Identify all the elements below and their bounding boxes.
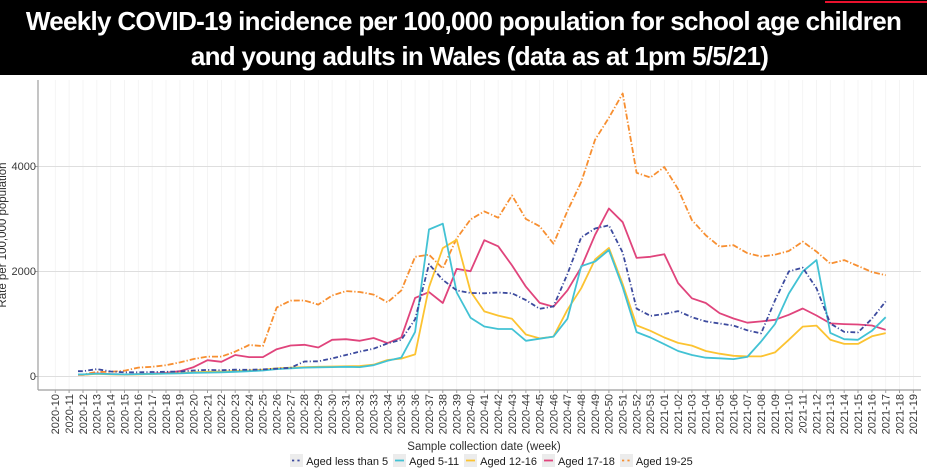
svg-text:2020-14: 2020-14 [105, 394, 117, 434]
svg-text:2020-28: 2020-28 [299, 394, 311, 434]
svg-text:2020-52: 2020-52 [631, 394, 643, 434]
svg-text:2020-23: 2020-23 [230, 394, 242, 434]
svg-text:2020-43: 2020-43 [507, 394, 519, 434]
svg-text:2021-12: 2021-12 [811, 394, 823, 434]
svg-text:2020-16: 2020-16 [133, 394, 145, 434]
svg-text:4000: 4000 [12, 161, 36, 173]
svg-text:2021-15: 2021-15 [853, 394, 865, 434]
svg-text:2021-10: 2021-10 [784, 394, 796, 434]
svg-text:2020-11: 2020-11 [64, 394, 76, 434]
svg-text:2021-01: 2021-01 [659, 394, 671, 434]
svg-text:2020-33: 2020-33 [368, 394, 380, 434]
svg-text:2020-20: 2020-20 [188, 394, 200, 434]
svg-text:2020-42: 2020-42 [493, 394, 505, 434]
svg-text:2020-46: 2020-46 [548, 394, 560, 434]
svg-text:2020-48: 2020-48 [576, 394, 588, 434]
svg-text:2020-32: 2020-32 [355, 394, 367, 434]
svg-text:2020-37: 2020-37 [424, 394, 436, 434]
svg-text:2020-44: 2020-44 [521, 394, 533, 434]
svg-text:2020-17: 2020-17 [147, 394, 159, 434]
svg-text:2020-47: 2020-47 [562, 394, 574, 434]
svg-text:2020-29: 2020-29 [313, 394, 325, 434]
svg-text:2020-25: 2020-25 [258, 394, 270, 434]
svg-text:2020-51: 2020-51 [617, 394, 629, 434]
svg-text:2020-31: 2020-31 [341, 394, 353, 434]
svg-text:2020-38: 2020-38 [438, 394, 450, 434]
svg-text:2020-36: 2020-36 [410, 394, 422, 434]
svg-text:2020-40: 2020-40 [465, 394, 477, 434]
svg-text:0: 0 [30, 371, 36, 383]
svg-text:2020-34: 2020-34 [382, 394, 394, 434]
svg-text:2020-39: 2020-39 [451, 394, 463, 434]
svg-text:2020-18: 2020-18 [161, 394, 173, 434]
svg-text:2021-07: 2021-07 [742, 394, 754, 434]
svg-text:2020-19: 2020-19 [175, 394, 187, 434]
svg-text:2021-18: 2021-18 [894, 394, 906, 434]
svg-text:2021-17: 2021-17 [880, 394, 892, 434]
svg-text:2021-02: 2021-02 [673, 394, 685, 434]
svg-text:2021-08: 2021-08 [756, 394, 768, 434]
svg-text:2020-22: 2020-22 [216, 394, 228, 434]
svg-text:2021-11: 2021-11 [797, 394, 809, 434]
svg-text:2020-12: 2020-12 [78, 394, 90, 434]
svg-text:2021-04: 2021-04 [701, 394, 713, 434]
svg-text:2020-45: 2020-45 [534, 394, 546, 434]
svg-text:2021-14: 2021-14 [839, 394, 851, 434]
svg-text:2021-06: 2021-06 [728, 394, 740, 434]
svg-text:2020-24: 2020-24 [244, 394, 256, 434]
svg-text:Sample collection date (week): Sample collection date (week) [407, 441, 561, 453]
svg-text:2020-50: 2020-50 [604, 394, 616, 434]
svg-text:2021-19: 2021-19 [908, 394, 920, 434]
svg-text:2020-30: 2020-30 [327, 394, 339, 434]
svg-text:2020-53: 2020-53 [645, 394, 657, 434]
svg-text:2020-13: 2020-13 [92, 394, 104, 434]
svg-text:2020-10: 2020-10 [50, 394, 62, 434]
svg-text:2020-21: 2020-21 [202, 394, 214, 434]
svg-text:2000: 2000 [12, 266, 36, 278]
svg-text:2020-35: 2020-35 [396, 394, 408, 434]
svg-text:2021-03: 2021-03 [687, 394, 699, 434]
svg-text:2020-41: 2020-41 [479, 394, 491, 434]
svg-text:2021-09: 2021-09 [770, 394, 782, 434]
svg-text:Rate per 100,000 population: Rate per 100,000 population [0, 162, 9, 307]
svg-text:2020-27: 2020-27 [285, 394, 297, 434]
svg-text:2020-26: 2020-26 [271, 394, 283, 434]
svg-text:2021-05: 2021-05 [714, 394, 726, 434]
svg-text:2021-13: 2021-13 [825, 394, 837, 434]
svg-text:2020-49: 2020-49 [590, 394, 602, 434]
svg-text:2021-16: 2021-16 [867, 394, 879, 434]
svg-text:2020-15: 2020-15 [119, 394, 131, 434]
